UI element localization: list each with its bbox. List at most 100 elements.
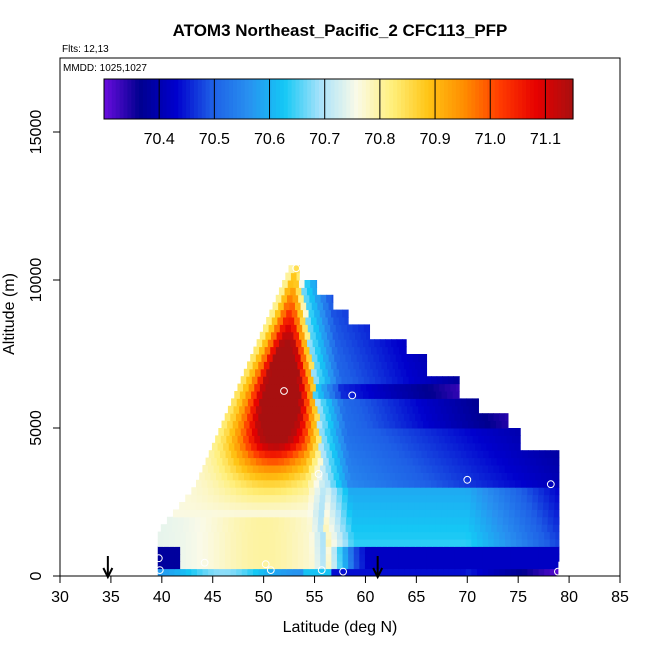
heatmap-cell — [279, 509, 286, 518]
heatmap-cell — [397, 376, 404, 385]
heatmap-cell — [234, 509, 241, 518]
heatmap-cell — [302, 309, 310, 318]
heatmap-cell — [521, 531, 528, 540]
heatmap-cell — [435, 524, 442, 533]
heatmap-cell — [352, 509, 359, 518]
heatmap-cell — [295, 391, 302, 399]
heatmap-cell — [432, 539, 439, 547]
heatmap-cell — [224, 539, 232, 547]
heatmap-cell — [279, 391, 286, 399]
heatmap-cell — [463, 524, 470, 533]
heatmap-cell — [271, 420, 279, 429]
heatmap-cell — [251, 376, 258, 385]
heatmap-cell — [450, 435, 457, 444]
heatmap-cell — [421, 398, 428, 407]
heatmap-cell — [287, 331, 294, 340]
heatmap-cell — [469, 509, 476, 518]
heatmap-cell — [303, 294, 310, 303]
heatmap-cell — [491, 457, 498, 466]
heatmap-cell — [324, 428, 331, 436]
heatmap-cell — [292, 568, 299, 577]
heatmap-cell — [213, 568, 220, 577]
heatmap-cell — [270, 398, 277, 407]
heatmap-cell — [336, 309, 343, 318]
heatmap-cell — [379, 457, 386, 466]
heatmap-cell — [407, 354, 414, 362]
heatmap-cell — [523, 472, 531, 481]
heatmap-cell — [319, 479, 326, 488]
heatmap-cell — [323, 405, 330, 414]
heatmap-cell — [495, 472, 503, 481]
heatmap-cell — [502, 516, 510, 525]
heatmap-cell — [267, 391, 274, 399]
x-tick-label: 85 — [611, 589, 629, 606]
heatmap-cell — [477, 450, 484, 459]
heatmap-cell — [274, 309, 282, 318]
heatmap-cell — [469, 442, 476, 451]
heatmap-cell — [551, 472, 559, 481]
heatmap-cell — [370, 568, 377, 577]
heatmap-cell — [251, 502, 259, 510]
heatmap-cell — [222, 516, 230, 525]
heatmap-cell — [434, 472, 441, 481]
colorbar-segment — [354, 79, 359, 119]
heatmap-cell — [336, 479, 343, 488]
heatmap-cell — [325, 361, 332, 370]
heatmap-cell — [360, 331, 367, 340]
heatmap-cell — [519, 442, 521, 451]
heatmap-cell — [413, 516, 420, 525]
heatmap-cell — [391, 428, 399, 436]
heatmap-cell — [538, 494, 545, 503]
heatmap-cell — [274, 502, 281, 510]
heatmap-cell — [291, 479, 298, 488]
heatmap-cell — [323, 442, 331, 451]
heatmap-cell — [524, 524, 531, 533]
heatmap-cell — [353, 361, 360, 370]
heatmap-cell — [269, 546, 276, 555]
heatmap-cell — [376, 539, 383, 547]
heatmap-cell — [333, 317, 340, 325]
heatmap-cell — [373, 405, 380, 414]
heatmap-cell — [544, 561, 551, 570]
heatmap-cell — [444, 383, 451, 392]
colorbar-segment — [221, 79, 226, 119]
heatmap-cell — [273, 516, 280, 525]
heatmap-cell — [345, 405, 352, 414]
heatmap-cell — [189, 509, 196, 518]
colorbar-segment — [158, 79, 164, 119]
heatmap-cell — [431, 465, 439, 473]
heatmap-cell — [247, 561, 254, 570]
heatmap-cell — [381, 494, 388, 503]
heatmap-cell — [185, 568, 192, 577]
heatmap-cell — [320, 346, 327, 355]
heatmap-cell — [331, 294, 334, 303]
heatmap-cell — [387, 398, 394, 407]
heatmap-cell — [316, 317, 323, 325]
heatmap-cell — [338, 331, 345, 340]
heatmap-cell — [325, 561, 332, 570]
heatmap-cell — [486, 516, 493, 525]
heatmap-cell — [558, 524, 560, 533]
colorbar-segment — [385, 79, 390, 119]
heatmap-cell — [337, 450, 344, 459]
heatmap-cell — [454, 487, 461, 496]
heatmap-cell — [347, 465, 355, 473]
heatmap-cell — [267, 339, 274, 348]
sample-point — [266, 566, 275, 574]
heatmap-cell — [275, 465, 282, 473]
heatmap-cell — [353, 568, 360, 577]
sample-point — [292, 264, 301, 273]
heatmap-cell — [336, 413, 343, 422]
heatmap-cell — [358, 502, 365, 510]
heatmap-cell — [558, 516, 560, 525]
heatmap-cell — [336, 561, 344, 570]
colorbar-segment — [115, 79, 121, 119]
heatmap-cell — [364, 553, 372, 562]
heatmap-cell — [558, 457, 560, 466]
y-tick-label: 15000 — [28, 110, 45, 155]
heatmap-cell — [442, 376, 449, 385]
heatmap-cell — [275, 561, 282, 570]
heatmap-cell — [208, 568, 215, 577]
colorbar-segment — [490, 79, 496, 119]
heatmap-cell — [443, 531, 450, 540]
